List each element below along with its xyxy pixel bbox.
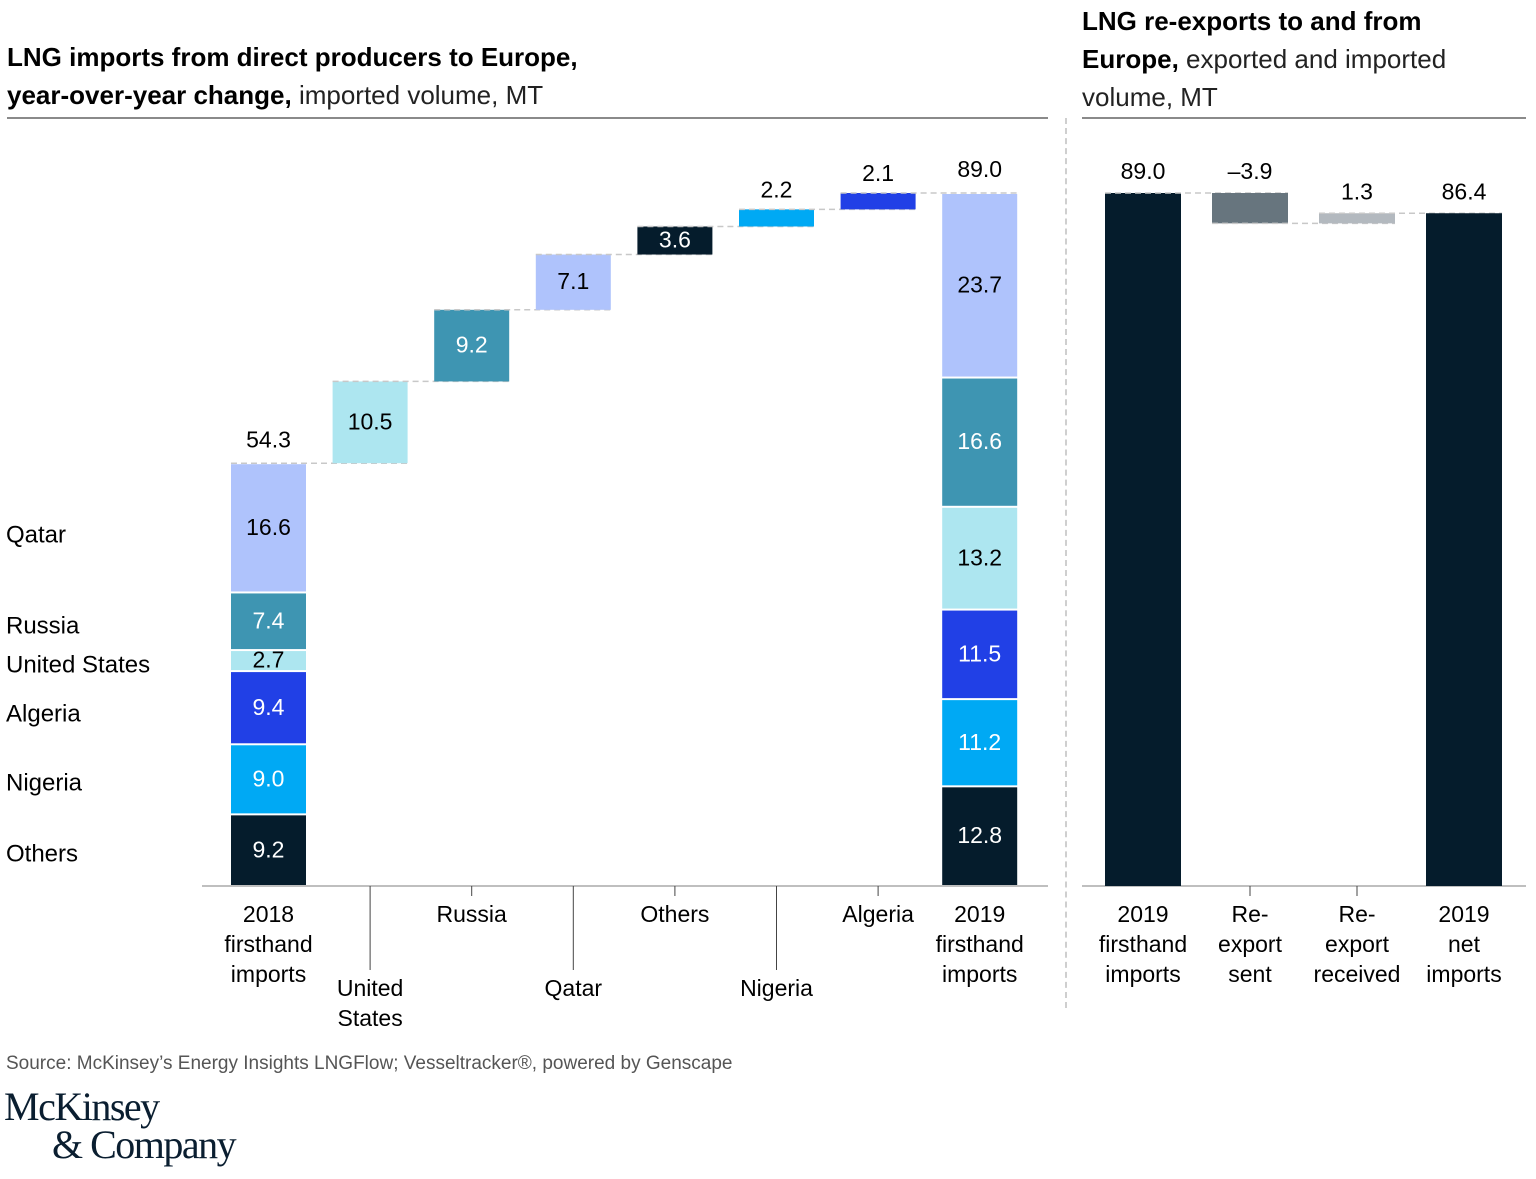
legend-label-russia: Russia — [6, 612, 80, 639]
category-label-2019-firsthand-imports: imports — [942, 961, 1017, 987]
category-label-2018-firsthand-imports: firsthand — [224, 931, 312, 957]
bar-2018-firsthand-imports-segment-label-russia: 7.4 — [253, 607, 285, 633]
bar-2018-firsthand-imports-segment-label-algeria: 9.4 — [253, 694, 285, 720]
right-title-subtitle-line2: exported and imported — [1178, 44, 1447, 74]
left-title-subtitle: imported volume, MT — [291, 80, 544, 110]
bar-2019-firsthand-imports-segment-algeria — [942, 610, 1018, 699]
bar-2019-net-imports — [1426, 213, 1502, 887]
category-label-re-export-received: Re- — [1338, 901, 1375, 927]
category-label-2019-net-imports: net — [1448, 931, 1481, 957]
left-title-bold-line2: year-over-year change, — [7, 80, 292, 110]
right-title-rule — [1082, 117, 1526, 119]
logo-line1: McKinsey — [4, 1084, 160, 1129]
bar-2019-firsthand-imports-segment-label-russia: 16.6 — [957, 428, 1002, 454]
bar-united-states — [332, 381, 408, 464]
bar-re-export-sent-label: –3.9 — [1228, 158, 1273, 184]
right-chart-title: LNG re-exports to and from Europe, expor… — [1082, 2, 1446, 116]
legend-label-algeria: Algeria — [6, 700, 81, 727]
bar-2018-firsthand-imports-segment-label-nigeria: 9.0 — [253, 765, 285, 791]
category-label-united-states: States — [337, 1005, 402, 1031]
left-title-bold-line1: LNG imports from direct producers to Eur… — [7, 42, 578, 72]
bar-algeria — [840, 193, 916, 210]
bar-nigeria-label: 2.2 — [761, 176, 793, 202]
bar-2019-firsthand-imports — [1105, 193, 1181, 886]
bar-russia-label: 9.2 — [456, 332, 488, 358]
bar-2018-firsthand-imports-segment-label-united-states: 2.7 — [253, 647, 285, 673]
category-label-2019-net-imports: 2019 — [1438, 901, 1489, 927]
bar-re-export-received — [1319, 213, 1395, 224]
left-waterfall-chart: 9.2 9.0 9.4 2.7 7.4 16.6 54.3 2018 firsthand impo… — [6, 156, 1048, 1031]
bar-2018-firsthand-imports-segment-united-states — [231, 651, 306, 671]
bar-2018-firsthand-imports-segment-nigeria — [231, 745, 306, 814]
right-title-bold-line2: Europe, — [1082, 44, 1179, 74]
left-title-rule — [7, 117, 1048, 119]
bar-2019-firsthand-imports-segment-united-states — [942, 507, 1018, 609]
bar-2018-firsthand-imports-segment-qatar — [231, 464, 306, 592]
category-label-nigeria: Nigeria — [740, 975, 813, 1001]
bar-qatar — [535, 254, 611, 310]
bar-2018-firsthand-imports-total-label: 54.3 — [246, 426, 291, 452]
legend-label-nigeria: Nigeria — [6, 769, 83, 796]
bar-re-export-received-label: 1.3 — [1341, 178, 1373, 204]
category-label-russia: Russia — [437, 901, 508, 927]
category-label-re-export-received: received — [1314, 961, 1401, 987]
bar-russia — [434, 309, 510, 382]
category-label-re-export-sent: Re- — [1231, 901, 1268, 927]
bar-2018-firsthand-imports-segment-label-others: 9.2 — [253, 836, 285, 862]
category-label-2018-firsthand-imports: imports — [231, 961, 306, 987]
waterfall-charts: 9.2 9.0 9.4 2.7 7.4 16.6 54.3 2018 firsthand impo… — [6, 156, 1526, 1031]
category-label-2019-firsthand-imports: 2019 — [1117, 901, 1168, 927]
bar-2019-net-imports-label: 86.4 — [1442, 178, 1487, 204]
category-label-others: Others — [640, 901, 709, 927]
bar-qatar-label: 7.1 — [557, 268, 589, 294]
bar-2019-firsthand-imports-label: 89.0 — [1121, 158, 1166, 184]
legend-label-others: Others — [6, 840, 78, 867]
bar-2019-firsthand-imports-segment-qatar — [942, 194, 1018, 377]
category-label-2019-firsthand-imports: firsthand — [936, 931, 1024, 957]
bar-2019-firsthand-imports-total-label: 89.0 — [957, 156, 1002, 182]
right-title-bold-line1: LNG re-exports to and from — [1082, 6, 1422, 36]
bar-2018-firsthand-imports-segment-russia — [231, 593, 306, 650]
mckinsey-logo: McKinsey & Company — [4, 1087, 237, 1167]
bar-algeria-label: 2.1 — [862, 160, 894, 186]
bar-2018-firsthand-imports-segment-algeria — [231, 672, 306, 744]
logo-line2: & Company — [52, 1122, 237, 1167]
category-label-re-export-sent: sent — [1228, 961, 1272, 987]
category-label-qatar: Qatar — [545, 975, 603, 1001]
category-label-united-states: United — [337, 975, 403, 1001]
category-label-algeria: Algeria — [842, 901, 914, 927]
bar-others — [637, 226, 713, 255]
category-label-re-export-received: export — [1325, 931, 1390, 957]
bar-2018-firsthand-imports-segment-label-qatar: 16.6 — [246, 514, 291, 540]
panel-divider — [1065, 118, 1067, 1008]
left-chart-title: LNG imports from direct producers to Eur… — [7, 38, 578, 114]
category-label-2019-firsthand-imports: firsthand — [1099, 931, 1187, 957]
bar-2019-firsthand-imports-segment-russia — [942, 378, 1018, 506]
category-label-2019-firsthand-imports: 2019 — [954, 901, 1005, 927]
bar-re-export-sent — [1212, 193, 1288, 224]
category-label-2019-firsthand-imports: imports — [1105, 961, 1180, 987]
legend-label-united-states: United States — [6, 651, 150, 678]
bar-nigeria — [739, 209, 814, 227]
bar-united-states-label: 10.5 — [348, 408, 393, 434]
bar-2019-firsthand-imports-segment-label-qatar: 23.7 — [957, 271, 1002, 297]
category-label-2019-net-imports: imports — [1426, 961, 1501, 987]
right-title-subtitle-line3: volume, MT — [1082, 82, 1218, 112]
category-label-re-export-sent: export — [1218, 931, 1283, 957]
source-note: Source: McKinsey’s Energy Insights LNGFl… — [6, 1053, 733, 1074]
bar-2019-firsthand-imports-segment-label-algeria: 11.5 — [958, 640, 1001, 666]
bar-2019-firsthand-imports-segment-label-united-states: 13.2 — [957, 544, 1002, 570]
bar-2019-firsthand-imports-segment-others — [942, 787, 1018, 885]
bar-2018-firsthand-imports-segment-others — [231, 815, 306, 885]
right-waterfall-chart: 89.0 2019 firsthand imports –3.9 Re-export sen… — [1082, 158, 1526, 987]
bar-others-label: 3.6 — [659, 227, 691, 253]
category-label-2018-firsthand-imports: 2018 — [243, 901, 294, 927]
bar-2019-firsthand-imports-segment-label-nigeria: 11.2 — [958, 729, 1001, 755]
bar-2019-firsthand-imports-segment-label-others: 12.8 — [957, 822, 1002, 848]
bar-2019-firsthand-imports-segment-nigeria — [942, 700, 1018, 786]
legend-label-qatar: Qatar — [6, 521, 66, 548]
